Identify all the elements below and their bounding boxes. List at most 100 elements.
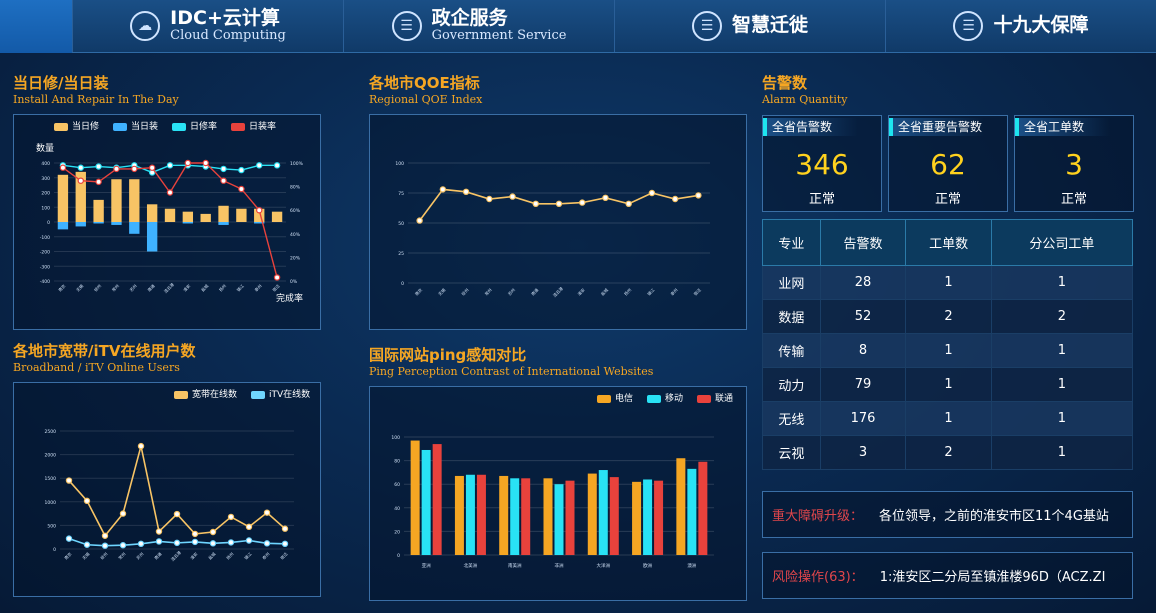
nav-tab-idc[interactable]: ☁ IDC+云计算 Cloud Computing <box>72 0 343 52</box>
column-header[interactable]: 专业 <box>762 219 821 266</box>
top-nav: ☁ IDC+云计算 Cloud Computing ☰ 政企服务 Governm… <box>0 0 1156 53</box>
line-宽带在线数-point <box>173 510 181 518</box>
alarm-card-status: 正常 <box>1060 192 1087 207</box>
bar-联通 <box>521 478 531 555</box>
notice-text: 各位领导，之前的淮安市区11个4G基站 <box>879 509 1109 524</box>
ping-chart: 0 20 40 60 80 100 亚洲 北美洲 南美洲 非洲 大洋洲 欧洲 澳洲 <box>391 435 714 569</box>
bar-移动 <box>554 484 564 555</box>
nav-tab-title: 十九大保障 <box>993 14 1089 37</box>
line-宽带在线数-point <box>137 442 145 450</box>
column-header[interactable]: 分公司工单 <box>990 219 1134 266</box>
x-tick-label: 南通 <box>529 287 539 297</box>
legend-item[interactable]: 联通 <box>697 391 733 404</box>
x-tick-label: 淮安 <box>576 287 586 297</box>
table-cell: 79 <box>819 367 907 402</box>
alarm-table: 专业 告警数 工单数 分公司工单 业网 28 1 1 数据 52 2 2 传输 … <box>762 219 1134 470</box>
nav-tab-title: 智慧迁徙 <box>731 14 808 37</box>
bar-电信 <box>543 478 553 555</box>
legend-item[interactable]: 移动 <box>647 391 683 404</box>
bar-联通 <box>432 444 442 555</box>
table-cell: 8 <box>819 333 907 368</box>
alarm-card-important[interactable]: 全省重要告警数 62 正常 <box>888 115 1008 212</box>
line-宽带在线数-point <box>281 525 289 532</box>
legend-item[interactable]: 宽带在线数 <box>174 387 237 400</box>
line-iTV在线数-point <box>101 542 109 549</box>
table-row[interactable]: 云视 3 2 1 <box>762 435 1134 470</box>
legend-item[interactable]: 电信 <box>597 391 633 404</box>
bar-当日修 <box>75 171 86 222</box>
line-宽带在线数-point <box>155 528 163 535</box>
nav-tab-migration[interactable]: ☰ 智慧迁徙 <box>614 0 885 52</box>
line-qoe-point <box>439 186 447 193</box>
table-row[interactable]: 业网 28 1 1 <box>762 265 1134 300</box>
x-tick-label: 非洲 <box>555 562 564 569</box>
line-日修率-point <box>95 163 102 170</box>
alarm-card-workorders[interactable]: 全省工单数 3 正常 <box>1014 115 1134 212</box>
bar-当日修 <box>182 211 194 222</box>
x-tick-label: 南京 <box>57 283 67 293</box>
alarm-card-status: 正常 <box>808 192 835 207</box>
bar-当日装 <box>57 222 69 230</box>
x-tick-label: 大洋洲 <box>597 562 611 569</box>
alarm-card-total[interactable]: 全省告警数 346 正常 <box>762 115 882 212</box>
alarm-card-value: 62 <box>930 148 966 181</box>
line-日修率-point <box>77 164 84 171</box>
bar-当日装 <box>129 222 140 234</box>
table-row[interactable]: 动力 79 1 1 <box>762 367 1134 402</box>
major-fault-notice[interactable]: 重大障碍升级： 各位领导，之前的淮安市区11个4G基站 <box>762 491 1133 538</box>
install-chart-panel: 当日修 当日装 日修率 日装率 数量 完成率 -400 -300 -200 -100 0 10… <box>13 114 321 330</box>
column-header[interactable]: 工单数 <box>905 219 992 266</box>
line-日修率-point <box>220 165 227 173</box>
legend-item[interactable]: 日修率 <box>172 119 217 132</box>
bar-电信 <box>676 458 686 555</box>
y-tick-label: 100 <box>395 161 404 167</box>
table-row[interactable]: 无线 176 1 1 <box>762 401 1134 436</box>
y-tick-label: 400 <box>41 161 50 167</box>
column-header[interactable]: 告警数 <box>819 219 907 266</box>
bar-移动 <box>465 474 475 555</box>
y-tick-label: 0 <box>397 553 400 559</box>
y-tick-label: 2500 <box>45 429 57 435</box>
nav-tab-congress[interactable]: ☰ 十九大保障 <box>885 0 1156 52</box>
legend-item[interactable]: iTV在线数 <box>251 387 310 400</box>
bar-电信 <box>499 475 509 555</box>
line-qoe-point <box>695 192 702 199</box>
table-row[interactable]: 传输 8 1 1 <box>762 333 1134 368</box>
table-cell: 1 <box>990 367 1134 402</box>
qoe-subtitle: Regional QOE Index <box>369 93 483 106</box>
y-axis-label: 数量 <box>36 142 54 154</box>
bar-联通 <box>609 477 619 555</box>
bar-当日修 <box>164 208 176 222</box>
x-tick-label: 盐城 <box>599 287 609 297</box>
legend-item[interactable]: 当日装 <box>113 119 158 132</box>
bar-当日装 <box>93 222 104 224</box>
legend-label: 移动 <box>665 394 684 404</box>
alarm-card-value: 3 <box>1065 148 1083 181</box>
legend-item[interactable]: 日装率 <box>231 119 276 132</box>
x-tick-label: 扬州 <box>622 287 632 297</box>
table-cell: 2 <box>990 299 1134 334</box>
nav-tab-government[interactable]: ☰ 政企服务 Government Service <box>343 0 614 52</box>
table-row[interactable]: 数据 52 2 2 <box>762 299 1134 334</box>
line-日装率-point <box>77 177 84 184</box>
legend-item[interactable]: 当日修 <box>54 119 99 132</box>
line-宽带在线数-point <box>65 477 73 484</box>
table-cell: 云视 <box>762 435 821 470</box>
cloud-icon: ☁ <box>130 11 161 41</box>
line-宽带在线数 <box>68 445 286 538</box>
table-cell: 52 <box>819 299 907 334</box>
alarm-title: 告警数 <box>762 74 808 92</box>
line-qoe-point <box>648 189 656 197</box>
table-cell: 动力 <box>762 367 821 402</box>
alarm-card-status: 正常 <box>934 192 961 207</box>
x-tick-label: 盐城 <box>207 551 217 561</box>
nav-corner-block <box>0 0 72 53</box>
y2-tick-label: 80% <box>290 185 301 191</box>
x-tick-label: 淮安 <box>189 551 199 561</box>
y2-tick-label: 0% <box>290 279 298 285</box>
risk-operation-notice[interactable]: 风险操作(63)： 1:淮安区二分局至镇淮楼96D（ACZ.ZI <box>762 552 1133 599</box>
line-qoe-point <box>416 217 423 224</box>
install-legend: 当日修 当日装 日修率 日装率 <box>54 119 276 132</box>
x-tick-label: 徐州 <box>99 551 109 561</box>
table-cell: 数据 <box>762 299 821 334</box>
